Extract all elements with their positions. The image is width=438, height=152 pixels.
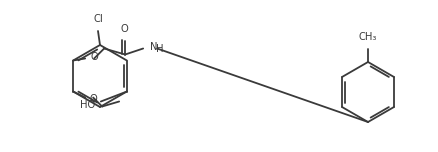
Text: HO: HO [80, 100, 95, 109]
Text: Cl: Cl [93, 14, 103, 24]
Text: N: N [150, 41, 158, 52]
Text: O: O [90, 52, 98, 62]
Text: O: O [120, 24, 128, 33]
Text: H: H [156, 45, 164, 55]
Text: CH₃: CH₃ [359, 32, 377, 42]
Text: O: O [89, 93, 97, 104]
